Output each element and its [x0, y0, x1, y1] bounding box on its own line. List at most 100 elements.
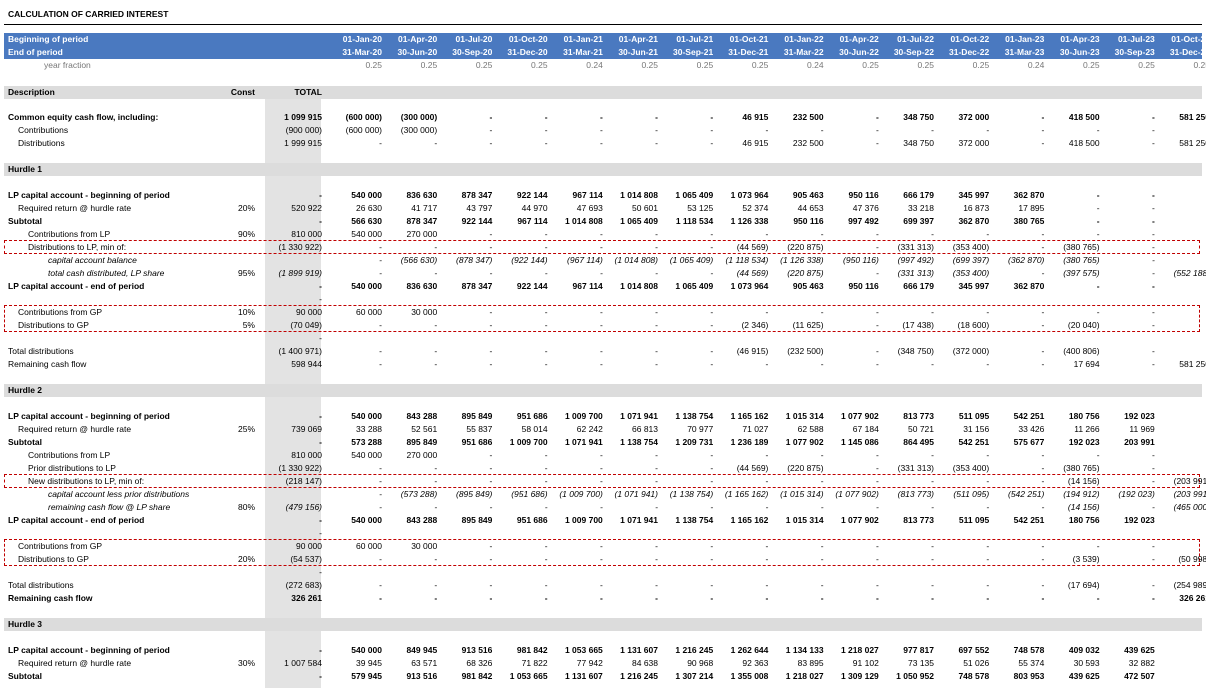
- period-cell[interactable]: -: [489, 138, 493, 148]
- row-label[interactable]: Required return @ hurdle rate: [18, 203, 132, 213]
- period-cell[interactable]: -: [544, 476, 548, 486]
- period-cell[interactable]: 380 765: [1013, 216, 1045, 226]
- period-cell[interactable]: 91 102: [852, 658, 879, 668]
- period-cell[interactable]: -: [931, 450, 934, 460]
- period-cell[interactable]: -: [986, 359, 990, 369]
- period-cell[interactable]: (1 118 534): [725, 255, 769, 265]
- period-cell[interactable]: -: [931, 580, 934, 590]
- period-cell[interactable]: 699 397: [903, 216, 934, 226]
- period-cell[interactable]: -: [710, 476, 714, 486]
- period-cell[interactable]: (1 077 902): [835, 489, 879, 499]
- row-label[interactable]: Prior distributions to LP: [28, 463, 116, 473]
- period-cell[interactable]: 540 000: [351, 190, 382, 200]
- total-cell[interactable]: -: [319, 411, 322, 421]
- period-cell[interactable]: 44 970: [521, 203, 548, 213]
- period-cell[interactable]: (46 915): [736, 346, 769, 356]
- period-cell[interactable]: 43 797: [466, 203, 493, 213]
- header-fraction-cell[interactable]: 0.25: [751, 60, 769, 70]
- period-cell[interactable]: 836 630: [406, 190, 438, 200]
- period-cell[interactable]: -: [544, 268, 548, 278]
- period-cell[interactable]: (1 126 338): [780, 255, 824, 265]
- period-cell[interactable]: -: [489, 359, 493, 369]
- period-cell[interactable]: -: [1041, 450, 1045, 460]
- row-label[interactable]: LP capital account - end of period: [8, 515, 145, 525]
- header-end-cell[interactable]: 31-Mar-23: [1004, 47, 1045, 57]
- period-cell[interactable]: -: [434, 502, 438, 512]
- period-cell[interactable]: -: [986, 580, 990, 590]
- period-cell[interactable]: 83 895: [797, 658, 824, 668]
- period-cell[interactable]: 1 209 731: [675, 437, 714, 447]
- period-cell[interactable]: 30 000: [411, 307, 438, 317]
- period-cell[interactable]: -: [931, 229, 934, 239]
- period-cell[interactable]: 1 307 214: [675, 671, 714, 681]
- period-cell[interactable]: (203 991): [1173, 476, 1206, 486]
- period-cell[interactable]: -: [599, 450, 603, 460]
- total-cell[interactable]: (900 000): [285, 125, 322, 135]
- period-cell[interactable]: 345 997: [958, 190, 990, 200]
- period-cell[interactable]: 345 997: [958, 281, 990, 291]
- period-cell[interactable]: (380 765): [1063, 242, 1100, 252]
- period-cell[interactable]: 542 251: [958, 437, 990, 447]
- period-cell[interactable]: -: [1130, 241, 1206, 254]
- period-cell[interactable]: -: [655, 320, 658, 330]
- period-cell[interactable]: -: [655, 463, 658, 473]
- period-cell[interactable]: -: [489, 229, 493, 239]
- total-cell[interactable]: -: [319, 567, 322, 577]
- period-cell[interactable]: -: [599, 359, 603, 369]
- header-end-cell[interactable]: 31-Mar-22: [783, 47, 824, 57]
- period-cell[interactable]: 326 261: [1179, 593, 1206, 603]
- period-cell[interactable]: 950 116: [848, 190, 879, 200]
- period-cell[interactable]: 511 095: [958, 411, 990, 421]
- period-cell[interactable]: -: [765, 307, 769, 317]
- header-begin-cell[interactable]: 01-Jan-22: [784, 34, 824, 44]
- period-cell[interactable]: -: [1130, 124, 1206, 137]
- period-cell[interactable]: 1 053 665: [509, 671, 548, 681]
- period-cell[interactable]: -: [599, 307, 603, 317]
- total-cell[interactable]: 598 944: [291, 359, 322, 369]
- period-cell[interactable]: (220 875): [787, 463, 824, 473]
- period-cell[interactable]: -: [599, 112, 603, 122]
- period-cell[interactable]: -: [931, 541, 934, 551]
- period-cell[interactable]: 16 873: [963, 203, 990, 213]
- period-cell[interactable]: -: [599, 320, 603, 330]
- total-cell[interactable]: 326 261: [291, 593, 322, 603]
- period-cell[interactable]: -: [1151, 281, 1155, 291]
- period-cell[interactable]: -: [986, 502, 990, 512]
- period-cell[interactable]: -: [1041, 320, 1045, 330]
- period-cell[interactable]: 1 236 189: [730, 437, 769, 447]
- period-cell[interactable]: 362 870: [1013, 281, 1045, 291]
- period-cell[interactable]: -: [1041, 125, 1045, 135]
- period-cell[interactable]: 33 426: [1018, 424, 1045, 434]
- period-cell[interactable]: -: [710, 502, 714, 512]
- row-label[interactable]: capital account less prior distributions: [48, 489, 190, 499]
- header-begin-cell[interactable]: 01-Oct-21: [729, 34, 769, 44]
- period-cell[interactable]: 44 653: [797, 203, 824, 213]
- period-cell[interactable]: (331 313): [897, 242, 934, 252]
- period-cell[interactable]: -: [379, 580, 382, 590]
- header-end-cell[interactable]: 30-Jun-23: [1059, 47, 1100, 57]
- period-cell[interactable]: -: [1151, 307, 1155, 317]
- period-cell[interactable]: -: [1130, 202, 1206, 215]
- period-cell[interactable]: 92 363: [742, 658, 769, 668]
- period-cell[interactable]: (400 806): [1063, 346, 1100, 356]
- period-cell[interactable]: (511 095): [953, 489, 990, 499]
- header-begin-cell[interactable]: 01-Jul-21: [676, 34, 714, 44]
- period-cell[interactable]: 362 870: [1013, 190, 1045, 200]
- period-cell[interactable]: 62 242: [576, 424, 603, 434]
- period-cell[interactable]: 1 015 314: [785, 411, 824, 421]
- period-cell[interactable]: -: [875, 593, 879, 603]
- row-label[interactable]: Subtotal: [8, 216, 42, 226]
- period-cell[interactable]: -: [931, 554, 934, 564]
- period-cell[interactable]: -: [655, 593, 658, 603]
- period-cell[interactable]: -: [765, 359, 769, 369]
- period-cell[interactable]: 922 144: [461, 216, 493, 226]
- period-cell[interactable]: -: [434, 554, 438, 564]
- period-cell[interactable]: -: [489, 476, 493, 486]
- period-cell[interactable]: 895 849: [461, 411, 493, 421]
- total-cell[interactable]: (54 537): [290, 554, 322, 564]
- period-cell[interactable]: 1 014 808: [620, 190, 658, 200]
- period-cell[interactable]: -: [379, 554, 382, 564]
- period-cell[interactable]: 566 630: [351, 216, 382, 226]
- period-cell[interactable]: 1 073 964: [730, 281, 769, 291]
- period-cell[interactable]: -: [710, 463, 714, 473]
